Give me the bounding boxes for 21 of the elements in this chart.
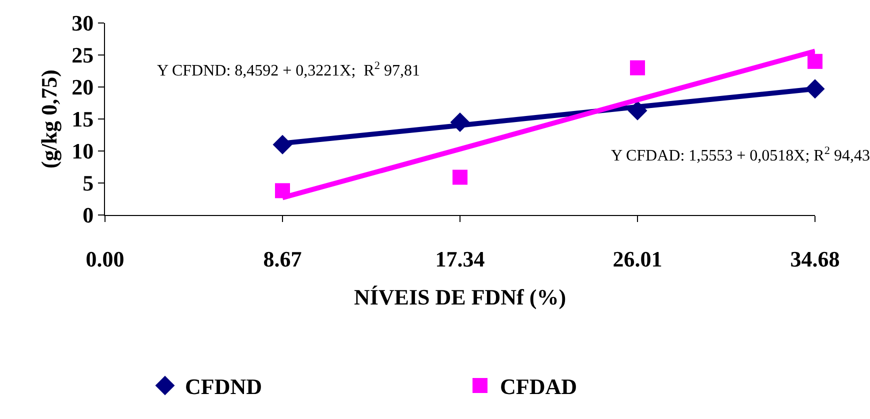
x-tick-label: 17.34 [435,246,485,272]
point [452,170,468,185]
y-axis-title: (g/kg 0,75) [36,70,62,168]
annotation: Y CFDAD: 1,5553 + 0,0518X; R$^{2}$ 94,43 [611,145,870,165]
y-tick-label: 25 [72,42,94,68]
point [630,60,645,76]
x-axis-title: NÍVEIS DE FDNf (%) [354,284,566,310]
y-tick-label: 30 [72,10,94,36]
x-tick-label: 34.68 [790,246,840,272]
legend-label: CFDAD [500,374,577,400]
x-tick-label: 26.01 [612,246,662,272]
x-tick-label: 0.00 [86,246,124,272]
y-tick-label: 20 [72,74,94,100]
legend-label: CFDND [185,374,262,400]
x-tick-label: 8.67 [263,246,302,272]
y-tick-label: 5 [82,170,94,196]
y-tick-label: 10 [72,138,94,164]
point [808,54,822,69]
y-tick-label: 0 [82,202,94,228]
annotation: Y CFDND: 8,4592 + 0,3221X; R$^{2}$ 97,81 [157,60,420,80]
y-tick-label: 15 [72,106,94,132]
